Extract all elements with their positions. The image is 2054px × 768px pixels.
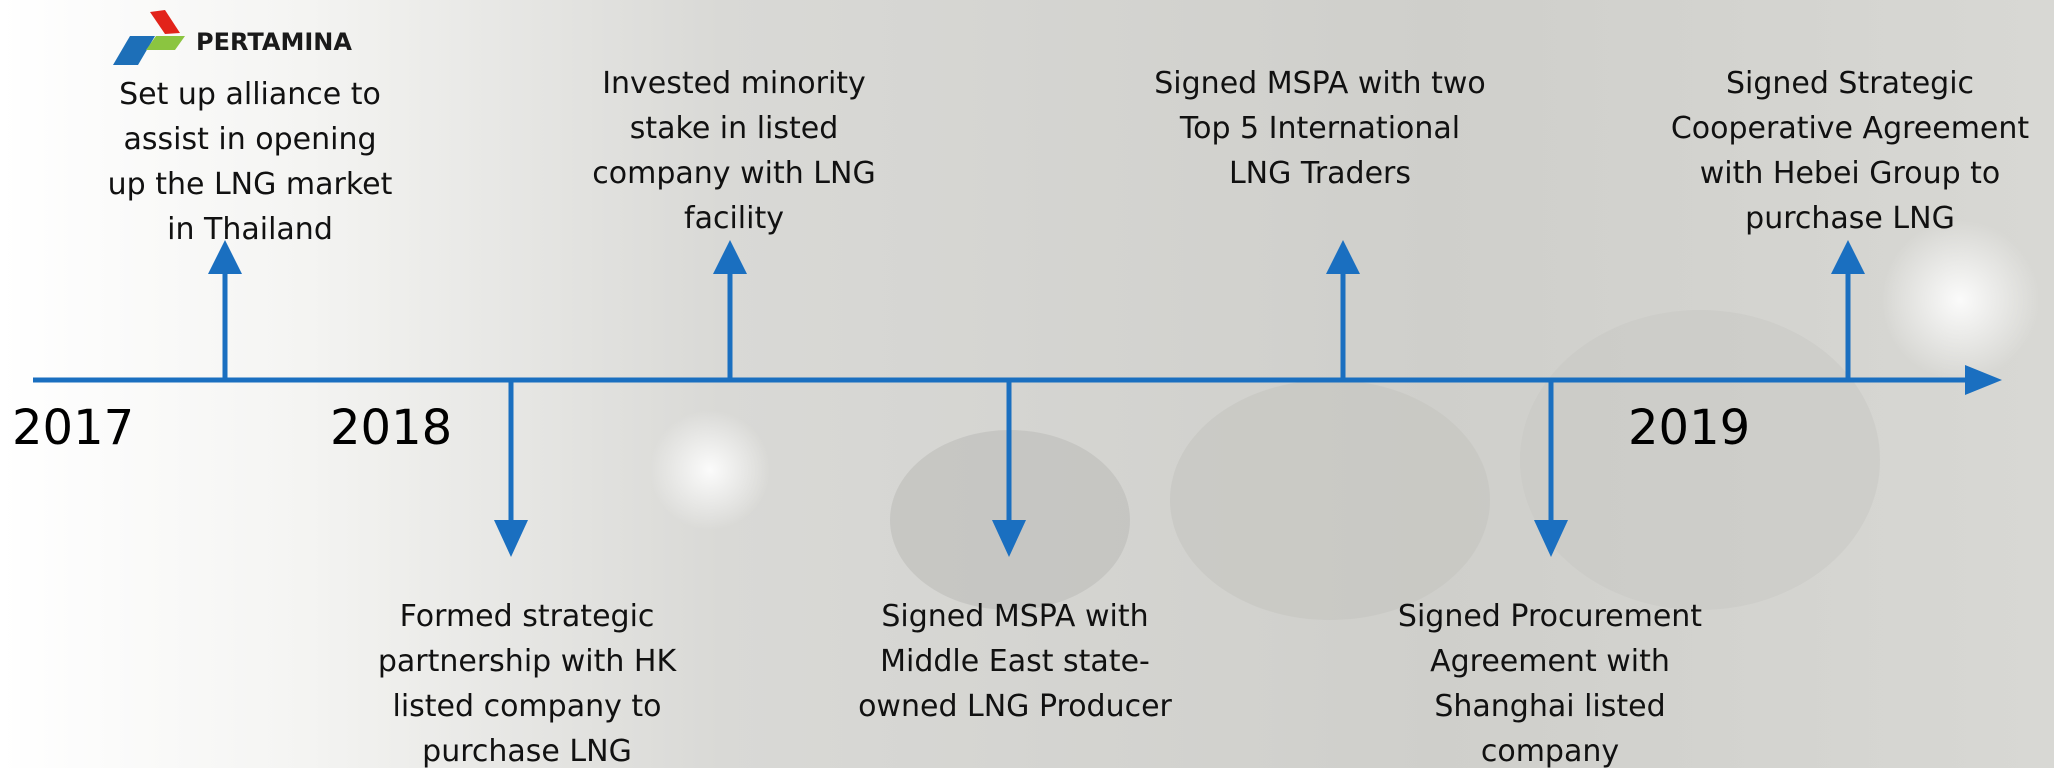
event-text: assist in opening [123, 122, 376, 157]
event-text: Signed MSPA with two [1154, 66, 1485, 101]
year-label: 2019 [1628, 400, 1750, 456]
event-text: Top 5 International [1179, 111, 1460, 146]
event-text: purchase LNG [422, 734, 632, 768]
logo-text: PERTAMINA [196, 28, 352, 56]
event-text: purchase LNG [1745, 201, 1955, 236]
event-text: LNG Traders [1229, 156, 1411, 191]
event-text: listed company to [392, 689, 661, 724]
light [1880, 220, 2040, 380]
event-text: owned LNG Producer [858, 689, 1172, 724]
light [650, 410, 770, 530]
event-text: Cooperative Agreement [1671, 111, 2030, 146]
event-text: Signed Procurement [1398, 599, 1702, 634]
event-text: Signed MSPA with [881, 599, 1148, 634]
event-text: Invested minority [602, 66, 866, 101]
event-text: with Hebei Group to [1700, 156, 2001, 191]
event-text: Shanghai listed [1434, 689, 1665, 724]
tank [1520, 310, 1880, 610]
event-text: facility [684, 201, 784, 236]
event-text: in Thailand [167, 212, 333, 247]
event-text: Set up alliance to [119, 77, 381, 112]
tank [1170, 380, 1490, 620]
event-text: Signed Strategic [1726, 66, 1974, 101]
event-text: Middle East state- [880, 644, 1150, 679]
event-text: up the LNG market [108, 167, 393, 202]
year-label: 2017 [12, 400, 134, 456]
event-text: Formed strategic [400, 599, 655, 634]
timeline: PERTAMINA 2017 2018 2019 Set up alliance to… [0, 0, 2054, 768]
event-text: stake in listed [630, 111, 839, 146]
event-text: partnership with HK [378, 644, 678, 679]
event-text: company with LNG [592, 156, 875, 191]
event-text: company [1481, 734, 1619, 768]
event-text: Agreement with [1430, 644, 1670, 679]
year-label: 2018 [330, 400, 452, 456]
